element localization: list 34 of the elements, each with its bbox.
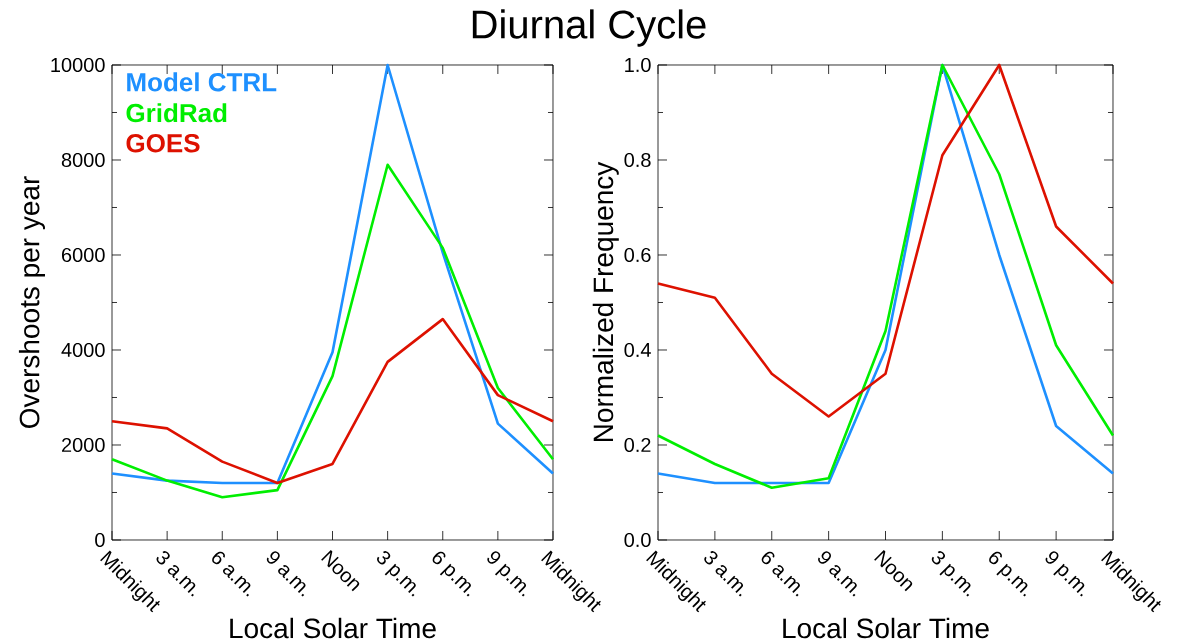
- x-tick-label: 3 a.m.: [704, 551, 744, 597]
- text: GridRad: [126, 103, 227, 123]
- y-axis-title: Normalized Frequency: [592, 161, 619, 442]
- y-tick-label: 1.0: [625, 57, 651, 73]
- x-tick-label: 3 p.m.: [931, 551, 971, 597]
- y-tick-label: 0.2: [624, 437, 651, 453]
- x-tick-label: 3 p.m.: [377, 551, 416, 597]
- text: GOES: [126, 134, 200, 153]
- x-axis-title: Local Solar Time: [230, 617, 436, 639]
- y-tick-label: 2000: [61, 437, 105, 453]
- y-tick-label: 4000: [61, 342, 105, 358]
- line-series: [110, 317, 555, 485]
- x-tick-label: 6 a.m.: [212, 551, 251, 597]
- x-tick-label: 6 p.m.: [432, 551, 471, 597]
- line-series: [110, 163, 555, 499]
- line-series: [110, 63, 555, 485]
- y-tick-label: 0.0: [624, 532, 651, 548]
- x-tick-label: 6 a.m.: [761, 551, 800, 597]
- x-axis-title: Local Solar Time: [783, 617, 989, 639]
- y-tick-label: 6000: [62, 247, 105, 263]
- x-tick-label: 9 p.m.: [1045, 551, 1085, 597]
- x-tick-label: 9 a.m.: [266, 551, 306, 597]
- x-tick-label: 9 a.m.: [818, 551, 857, 597]
- y-tick-label: 0.4: [624, 342, 651, 358]
- y-tick-label: 10000: [51, 57, 105, 73]
- x-tick-label: 9 p.m.: [487, 551, 527, 597]
- text: Model CTRL: [127, 72, 277, 92]
- y-axis-title: Overshoots per year: [18, 176, 45, 428]
- chart-title: Diurnal Cycle: [472, 9, 706, 47]
- line-series: [656, 63, 1115, 418]
- y-tick-label: 8000: [61, 152, 105, 168]
- y-tick-label: 0: [95, 532, 105, 548]
- y-tick-label: 0.6: [624, 247, 651, 263]
- y-tick-label: 0.8: [624, 152, 651, 168]
